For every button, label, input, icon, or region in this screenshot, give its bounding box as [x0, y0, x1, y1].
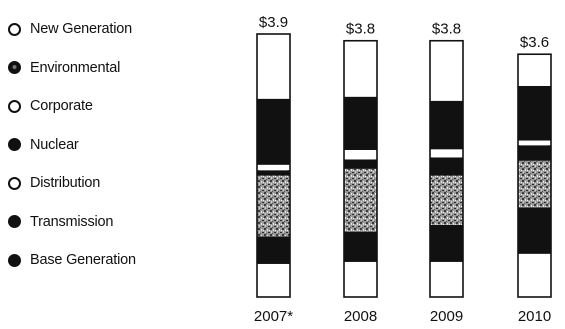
x-axis-tick-label: 2008 [344, 308, 377, 325]
bar-outline [517, 53, 552, 298]
bar-segment-new-generation [257, 34, 290, 99]
legend-label: Environmental [30, 59, 121, 76]
bar-segment-base-generation [518, 253, 551, 297]
bar-segment-distribution [518, 160, 551, 208]
bar-segment-nuclear [430, 157, 463, 176]
legend-label: Corporate [30, 98, 93, 114]
legend-label: Base Generation [30, 252, 136, 268]
bar-total-label: $3.9 [259, 14, 288, 31]
bar-segment-corporate [344, 149, 377, 160]
legend-item: Distribution [8, 172, 100, 194]
bar-segment-nuclear [257, 170, 290, 176]
bar-segment-base-generation [430, 261, 463, 297]
legend-item: New Generation [8, 18, 132, 40]
bar-segment-new-generation [344, 40, 377, 97]
x-axis-tick-label: 2007* [254, 308, 293, 325]
x-axis-tick-label: 2009 [430, 308, 463, 325]
bar-outline [429, 39, 464, 298]
bar-outline [256, 33, 291, 298]
bar-segment-corporate [518, 140, 551, 146]
x-axis-tick-label: 2010 [518, 308, 551, 325]
bar-segment-transmission [257, 236, 290, 264]
filled-circle-icon [8, 253, 21, 267]
bar-segment-nuclear [344, 159, 377, 169]
bar-segment-environmental [518, 85, 551, 141]
bar-segment-distribution [344, 168, 377, 232]
legend-label: Nuclear [30, 136, 79, 153]
bar-segment-corporate [430, 149, 463, 158]
filled-circle-icon [8, 138, 21, 151]
bar-segment-nuclear [518, 145, 551, 161]
legend-item: Nuclear [8, 134, 79, 156]
filled-circle-icon [8, 215, 21, 228]
bar-total-label: $3.6 [520, 34, 549, 51]
bar-segment-corporate [257, 164, 290, 171]
bar-total-label: $3.8 [346, 21, 375, 38]
legend-label: New Generation [30, 21, 132, 37]
bar-segment-distribution [257, 175, 290, 237]
legend-label: Transmission [30, 213, 114, 230]
filled-circle-icon [8, 61, 21, 74]
bar-segment-distribution [430, 175, 463, 225]
bar-total-label: $3.8 [432, 21, 461, 38]
legend-item: Transmission [8, 211, 113, 233]
bar-segment-environmental [430, 100, 463, 150]
bar-segment-transmission [344, 231, 377, 262]
bar-segment-environmental [257, 98, 290, 165]
legend-item: Corporate [8, 95, 93, 117]
legend-item: Base Generation [8, 249, 136, 271]
bar-segment-transmission [430, 224, 463, 262]
bar-segment-base-generation [344, 261, 377, 297]
bar-segment-new-generation [430, 40, 463, 101]
hollow-circle-icon [8, 99, 21, 113]
bar-segment-environmental [344, 96, 377, 150]
legend-label: Distribution [30, 175, 101, 191]
bar-segment-transmission [518, 207, 551, 254]
hollow-circle-icon [8, 176, 21, 190]
bar-outline [343, 39, 378, 298]
hollow-circle-icon [8, 22, 21, 36]
legend-item: Environmental [8, 57, 120, 79]
bar-segment-base-generation [257, 263, 290, 297]
bar-segment-new-generation [518, 54, 551, 86]
